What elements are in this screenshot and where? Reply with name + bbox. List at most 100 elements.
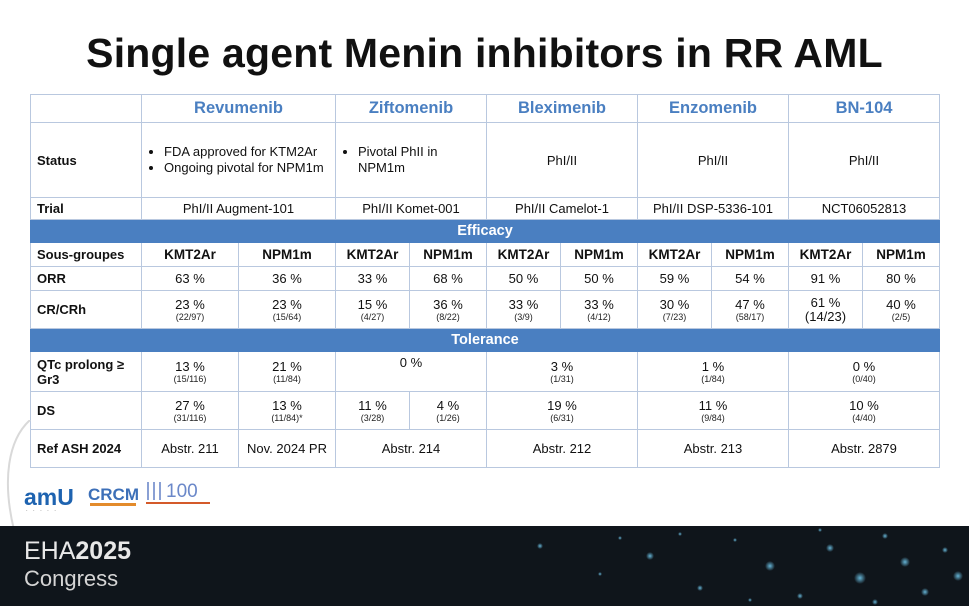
ds-n: (1/26): [436, 413, 460, 423]
ref-cell: Nov. 2024 PR: [238, 429, 336, 468]
trial-cell: PhI/II Komet-001: [335, 197, 487, 220]
ds-cell: 11 % (9/84): [637, 391, 789, 430]
ds-cell: 10 % (4/40): [788, 391, 940, 430]
subgroup-cell: NPM1m: [560, 242, 638, 267]
qtc-cell: 21 % (11/84): [238, 351, 336, 392]
cr-pct: 47 %: [735, 297, 765, 312]
qtc-n: (15/116): [173, 374, 207, 384]
ref-cell: Abstr. 2879: [788, 429, 940, 468]
orr-cell: 68 %: [409, 266, 487, 291]
drug-header-enzomenib: Enzomenib: [637, 94, 789, 123]
status-row: Status FDA approved for KTM2Ar Ongoing p…: [30, 122, 940, 198]
decorative-curve: [6, 420, 31, 530]
orr-cell: 59 %: [637, 266, 712, 291]
qtc-pct: 13 %: [175, 359, 205, 374]
cr-pct: 61 %: [810, 295, 841, 310]
cr-cell: 23 % (22/97): [141, 290, 239, 329]
cr-pct: 40 %: [886, 297, 916, 312]
eha-logo-year: 2025: [75, 537, 132, 565]
subgroup-cell: KMT2Ar: [637, 242, 712, 267]
crcm-logo: CRCM: [88, 485, 139, 504]
cr-n: (7/23): [662, 312, 687, 322]
ds-row: DS 27 % (31/116) 13 % (11/84)* 11 % (3/28) …: [30, 391, 940, 430]
subgroup-cell: KMT2Ar: [141, 242, 239, 267]
qtc-n: (11/84): [273, 374, 301, 384]
ipc-logo: 100: [146, 481, 210, 504]
qtc-n: (0/40): [852, 374, 876, 384]
subgroup-cell: NPM1m: [238, 242, 336, 267]
cr-cell: 33 % (3/9): [486, 290, 561, 329]
status-revumenib-item: FDA approved for KTM2Ar: [164, 144, 331, 160]
trial-cell: PhI/II DSP-5336-101: [637, 197, 789, 220]
cr-cell: 61 % (14/23): [788, 290, 863, 329]
trial-cell: PhI/II Augment-101: [141, 197, 336, 220]
status-revumenib: FDA approved for KTM2Ar Ongoing pivotal …: [141, 122, 336, 198]
cr-row: CR/CRh 23 % (22/97) 23 % (15/64) 15 % (4/27…: [30, 290, 940, 329]
cr-cell: 33 % (4/12): [560, 290, 638, 329]
eha-congress-label: Congress: [24, 566, 119, 591]
subgroup-cell: NPM1m: [711, 242, 789, 267]
ds-cell: 13 % (11/84)*: [238, 391, 336, 430]
ds-n: (4/40): [852, 413, 876, 423]
footer-particles: [537, 528, 963, 605]
ds-n: (31/116): [173, 413, 207, 423]
drug-header-bn104: BN-104: [788, 94, 940, 123]
orr-row: ORR 63 % 36 % 33 % 68 % 50 % 50 % 59 % 5…: [30, 266, 940, 291]
ds-n: (9/84): [701, 413, 725, 423]
cr-n: (8/22): [436, 312, 460, 322]
amu-logo: amU: [24, 484, 74, 510]
cr-pct: 33 %: [508, 297, 539, 312]
cr-n: (4/12): [587, 312, 611, 322]
cr-cell: 30 % (7/23): [637, 290, 712, 329]
qtc-row: QTc prolong ≥ Gr3 13 % (15/116) 21 % (11/8…: [30, 351, 940, 392]
ref-cell: Abstr. 214: [335, 429, 487, 468]
drug-header-ziftomenib: Ziftomenib: [335, 94, 487, 123]
qtc-cell: 0 %: [335, 351, 487, 392]
cr-n: (3/9): [514, 312, 533, 322]
ds-n: (11/84)*: [271, 413, 303, 423]
subgroup-cell: KMT2Ar: [335, 242, 410, 267]
ds-pct: 27 %: [175, 398, 205, 413]
orr-cell: 63 %: [141, 266, 239, 291]
status-ziftomenib: Pivotal PhII in NPM1m: [335, 122, 487, 198]
ds-n: (3/28): [360, 413, 385, 423]
cr-n: (58/17): [735, 312, 765, 322]
efficacy-section-row: Efficacy: [30, 219, 940, 243]
cr-cell: 15 % (4/27): [335, 290, 410, 329]
crcm-logo-underline: [90, 503, 136, 506]
orr-cell: 54 %: [711, 266, 789, 291]
ds-cell: 4 % (1/26): [409, 391, 487, 430]
ds-cell: 11 % (3/28): [335, 391, 410, 430]
status-enzomenib: PhI/II: [637, 122, 789, 198]
cr-pct: 23 %: [272, 297, 302, 312]
ref-row: Ref ASH 2024 Abstr. 211 Nov. 2024 PR Abs…: [30, 429, 940, 468]
subgroup-cell: NPM1m: [409, 242, 487, 267]
tolerance-section-row: Tolerance: [30, 328, 940, 352]
qtc-n: (1/31): [550, 374, 574, 384]
orr-label: ORR: [30, 266, 142, 291]
subgroups-row: Sous-groupes KMT2Ar NPM1m KMT2Ar NPM1m K…: [30, 242, 940, 267]
subgroups-label: Sous-groupes: [30, 242, 142, 267]
subgroup-cell: KMT2Ar: [486, 242, 561, 267]
subgroup-cell: NPM1m: [862, 242, 940, 267]
qtc-pct: 0 %: [852, 359, 876, 374]
cr-n: (15/64): [272, 312, 302, 322]
ds-pct: 10 %: [849, 398, 879, 413]
qtc-cell: 1 % (1/84): [637, 351, 789, 392]
cr-cell: 47 % (58/17): [711, 290, 789, 329]
status-label: Status: [30, 122, 142, 198]
status-bleximenib: PhI/II: [486, 122, 638, 198]
cr-n: (14/23): [804, 309, 847, 324]
trial-cell: NCT06052813: [788, 197, 940, 220]
orr-cell: 50 %: [486, 266, 561, 291]
ds-pct: 4 %: [436, 398, 460, 413]
cr-pct: 33 %: [584, 297, 614, 312]
status-bn104: PhI/II: [788, 122, 940, 198]
tolerance-section-header: Tolerance: [30, 328, 940, 352]
cr-n: (4/27): [360, 312, 385, 322]
slide: Single agent Menin inhibitors in RR AML …: [0, 0, 969, 526]
trial-cell: PhI/II Camelot-1: [486, 197, 638, 220]
cr-n: (22/97): [175, 312, 205, 322]
comparison-table: Revumenib Ziftomenib Bleximenib Enzomeni…: [30, 94, 940, 468]
orr-cell: 50 %: [560, 266, 638, 291]
